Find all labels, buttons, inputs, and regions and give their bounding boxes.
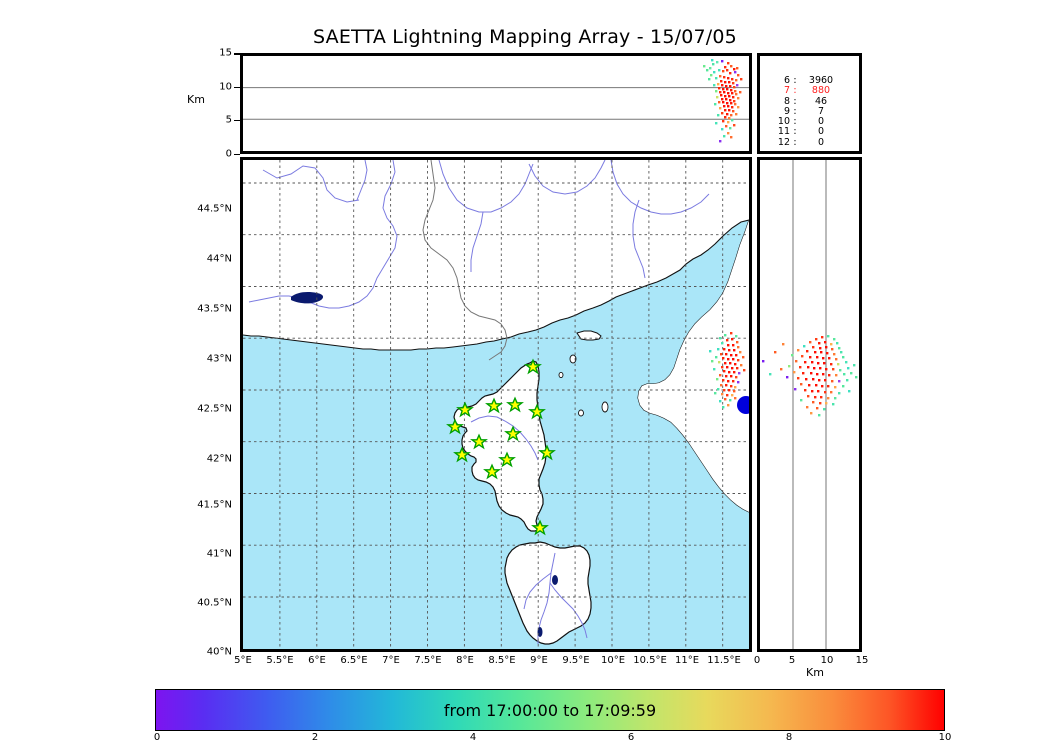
alt-lon-axis-label: Km: [187, 93, 205, 106]
tickmark: [234, 86, 240, 88]
map-lon-tick-8-5: 8.5°E: [488, 655, 516, 666]
stat-key: 7: [783, 85, 790, 97]
map-lon-tick-7: 7°E: [382, 655, 400, 666]
lma-station-markers: [446, 358, 556, 536]
page-title: SAETTA Lightning Mapping Array - 15/07/0…: [313, 26, 737, 48]
stat-value: 880: [811, 85, 831, 97]
alt-lon-ytick-10: 10: [219, 81, 232, 93]
alt-lat-axis-label: Km: [806, 666, 824, 679]
altitude-latitude-plot: [762, 160, 858, 649]
colorbar-tick-8: 8: [785, 732, 793, 743]
altitude-longitude-panel[interactable]: [240, 53, 752, 154]
altitude-latitude-panel[interactable]: [757, 157, 862, 652]
map-lat-tick-41: 41°N: [206, 548, 232, 560]
stat-key: 6: [783, 75, 790, 86]
map-lon-tick-10: 10°E: [600, 655, 626, 666]
stat-separator: :: [793, 136, 797, 148]
map-panel[interactable]: [240, 157, 752, 652]
map-lat-tick-40-5: 40.5°N: [197, 597, 232, 609]
map-lat-tick-42: 42°N: [206, 453, 232, 465]
stat-separator: :: [793, 116, 797, 128]
altitude-longitude-plot: [243, 59, 749, 143]
table-row: 12 : 0: [766, 136, 859, 148]
station-count-panel[interactable]: 6 : 3960 7 : 880 8 : 46 9 : 7 10 :: [757, 53, 862, 154]
map-lat-tick-43-5: 43.5°N: [197, 303, 232, 315]
colorbar[interactable]: from 17:00:00 to 17:09:59 0 2 4 6 8 10: [154, 689, 951, 743]
lake-layer: [291, 292, 558, 637]
stat-key: 8: [783, 95, 790, 107]
map-lon-tick-6-5: 6.5°E: [340, 655, 368, 666]
map-lat-tick-44-5: 44.5°N: [197, 203, 232, 215]
colorbar-tick-0: 0: [153, 732, 161, 743]
stat-value: 46: [814, 95, 828, 107]
stat-value: 0: [817, 126, 825, 138]
stat-separator: :: [793, 75, 797, 86]
stat-separator: :: [793, 85, 797, 97]
map-lon-tick-6: 6°E: [308, 655, 326, 666]
map-plot: [243, 160, 749, 649]
map-lon-tick-9: 9°E: [530, 655, 548, 666]
map-lon-tick-11: 11°E: [674, 655, 700, 666]
map-lon-tick-11-5: 11.5°E: [707, 655, 741, 666]
alt-lon-ytick-5: 5: [225, 114, 232, 126]
alt-lat-xtick-10: 10: [820, 655, 834, 666]
map-lat-tick-42-5: 42.5°N: [197, 403, 232, 415]
table-row: 11 : 0: [766, 126, 859, 138]
stat-key: 9: [783, 105, 790, 117]
stat-key: 11: [777, 126, 790, 138]
lightning-sources-altlon: [703, 59, 743, 143]
colorbar-tick-10: 10: [938, 732, 952, 743]
stat-value: 3960: [808, 75, 834, 86]
colorbar-tick-4: 4: [469, 732, 477, 743]
station-count-table: 6 : 3960 7 : 880 8 : 46 9 : 7 10 :: [766, 75, 859, 148]
table-row: 6 : 3960: [766, 75, 859, 86]
alt-lon-ytick-0: 0: [225, 148, 232, 160]
colorbar-tick-6: 6: [627, 732, 635, 743]
stat-separator: :: [793, 95, 797, 107]
lightning-sources-map: [709, 332, 746, 409]
stat-separator: :: [793, 126, 797, 138]
tickmark: [234, 120, 240, 121]
stat-key: 10: [777, 116, 790, 128]
map-lat-tick-43: 43°N: [206, 353, 232, 365]
stat-key: 12: [777, 136, 790, 148]
map-lon-tick-5: 5°E: [234, 655, 252, 666]
tickmark: [234, 53, 240, 55]
map-lat-tick-44: 44°N: [206, 253, 232, 265]
alt-lat-xtick-15: 15: [855, 655, 869, 666]
stat-value: 0: [817, 116, 825, 128]
map-lon-tick-8: 8°E: [456, 655, 474, 666]
landmass-layer: [243, 160, 749, 645]
border-layer: [422, 160, 508, 361]
tickmark: [234, 153, 240, 155]
lightning-sources-altlat: [762, 335, 858, 417]
colorbar-caption: from 17:00:00 to 17:09:59: [443, 700, 657, 720]
map-lon-tick-10-5: 10.5°E: [633, 655, 667, 666]
colorbar-gradient: [155, 689, 945, 731]
river-layer: [248, 160, 710, 309]
alt-lat-xtick-5: 5: [788, 655, 796, 666]
table-row: 7 : 880: [766, 85, 859, 97]
table-row: 9 : 7: [766, 105, 859, 117]
map-lon-tick-7-5: 7.5°E: [414, 655, 442, 666]
reference-point-marker: [737, 396, 749, 414]
stat-separator: :: [793, 105, 797, 117]
graticule: [243, 160, 749, 649]
alt-lat-xtick-0: 0: [753, 655, 761, 666]
table-row: 8 : 46: [766, 95, 859, 107]
map-lon-tick-5-5: 5.5°E: [266, 655, 294, 666]
table-row: 10 : 0: [766, 116, 859, 128]
map-lat-tick-40: 40°N: [206, 646, 232, 658]
map-lon-tick-9-5: 9.5°E: [562, 655, 590, 666]
stat-value: 0: [817, 136, 825, 148]
alt-lon-ytick-15: 15: [219, 47, 232, 59]
stat-value: 7: [817, 105, 825, 117]
colorbar-tick-2: 2: [311, 732, 319, 743]
map-lat-tick-41-5: 41.5°N: [197, 499, 232, 511]
